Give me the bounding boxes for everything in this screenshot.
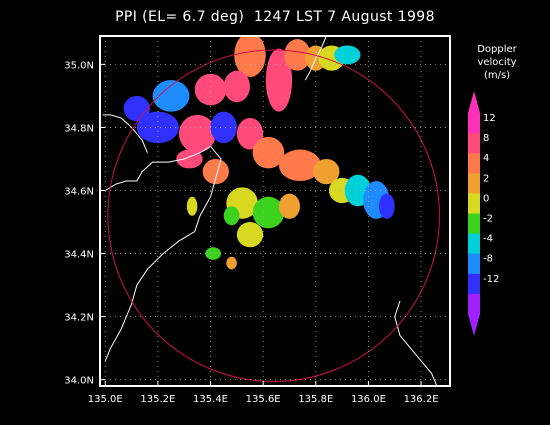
velocity-region-29 (205, 247, 222, 260)
x-tick-label-3: 135.6E (246, 394, 281, 405)
colorbar-segment-9 (468, 293, 480, 315)
colorbar-segment-0 (468, 113, 480, 134)
velocity-region-22 (378, 193, 395, 219)
colorbar-segment-1 (468, 133, 480, 154)
velocity-region-6 (223, 70, 250, 103)
range-ring (107, 49, 440, 383)
colorbar-segment-8 (468, 273, 480, 295)
y-tick-label-1: 34.2N (64, 313, 94, 324)
y-tick-label-3: 34.6N (64, 187, 94, 198)
velocity-region-9 (123, 95, 150, 122)
coastline-north (102, 114, 148, 153)
velocity-region-8 (152, 80, 190, 112)
velocity-region-10 (136, 111, 179, 144)
colorbar-segment-7 (468, 253, 480, 275)
colorbar-cap-top (468, 91, 480, 113)
velocity-region-30 (226, 256, 237, 270)
colorbar-title-line-0: Doppler (477, 44, 517, 55)
x-tick-label-2: 135.4E (193, 394, 228, 405)
velocity-region-12 (210, 111, 237, 144)
velocity-region-13 (236, 117, 264, 150)
velocity-region-26 (236, 222, 264, 248)
colorbar-label-5: -2 (483, 214, 493, 225)
x-tick-label-4: 135.8E (298, 394, 333, 405)
velocity-region-0 (234, 36, 266, 77)
x-tick-label-5: 136.0E (351, 394, 386, 405)
velocity-region-5 (334, 45, 361, 65)
coastline-east (394, 300, 438, 386)
colorbar-label-8: -12 (483, 274, 499, 285)
chart-title: PPI (EL= 6.7 deg) 1247 LST 7 August 1998 (115, 9, 435, 25)
lake-shore (304, 36, 327, 81)
colorbar-cap-bottom (468, 314, 480, 336)
y-tick-label-2: 34.4N (64, 250, 94, 261)
plot-frame (99, 35, 451, 387)
velocity-region-7 (194, 73, 227, 106)
velocity-region-17 (278, 149, 322, 182)
velocity-region-11 (178, 114, 216, 153)
coastline (104, 145, 222, 361)
velocity-region-2 (284, 39, 311, 71)
colorbar-segment-3 (468, 173, 480, 194)
velocity-region-16 (252, 136, 285, 169)
x-tick-label-6: 136.2E (404, 394, 439, 405)
velocity-region-15 (202, 158, 229, 185)
colorbar-label-7: -8 (483, 254, 493, 265)
colorbar-segment-4 (468, 193, 480, 214)
velocity-region-24 (252, 196, 285, 229)
colorbar-label-2: 4 (483, 153, 489, 164)
velocity-region-14 (176, 149, 203, 169)
velocity-region-18 (313, 158, 340, 185)
colorbar-label-0: 12 (483, 113, 496, 124)
colorbar-segment-5 (468, 213, 480, 235)
colorbar-segment-6 (468, 233, 480, 255)
velocity-region-25 (278, 193, 301, 219)
velocity-region-28 (186, 196, 198, 216)
y-tick-label-5: 35.0N (64, 60, 94, 71)
y-tick-label-0: 34.0N (64, 376, 94, 387)
colorbar-label-3: 2 (483, 173, 489, 184)
colorbar-title-line-1: velocity (477, 57, 516, 68)
colorbar-segment-2 (468, 153, 480, 174)
colorbar-label-1: 8 (483, 133, 489, 144)
colorbar-title-line-2: (m/s) (484, 70, 510, 81)
velocity-region-27 (223, 206, 240, 226)
y-tick-label-4: 34.8N (64, 123, 94, 134)
x-tick-label-0: 135.0E (88, 394, 123, 405)
colorbar-label-4: 0 (483, 193, 489, 204)
plot-area (102, 36, 440, 386)
x-tick-label-1: 135.2E (140, 394, 175, 405)
colorbar-label-6: -4 (483, 234, 493, 245)
